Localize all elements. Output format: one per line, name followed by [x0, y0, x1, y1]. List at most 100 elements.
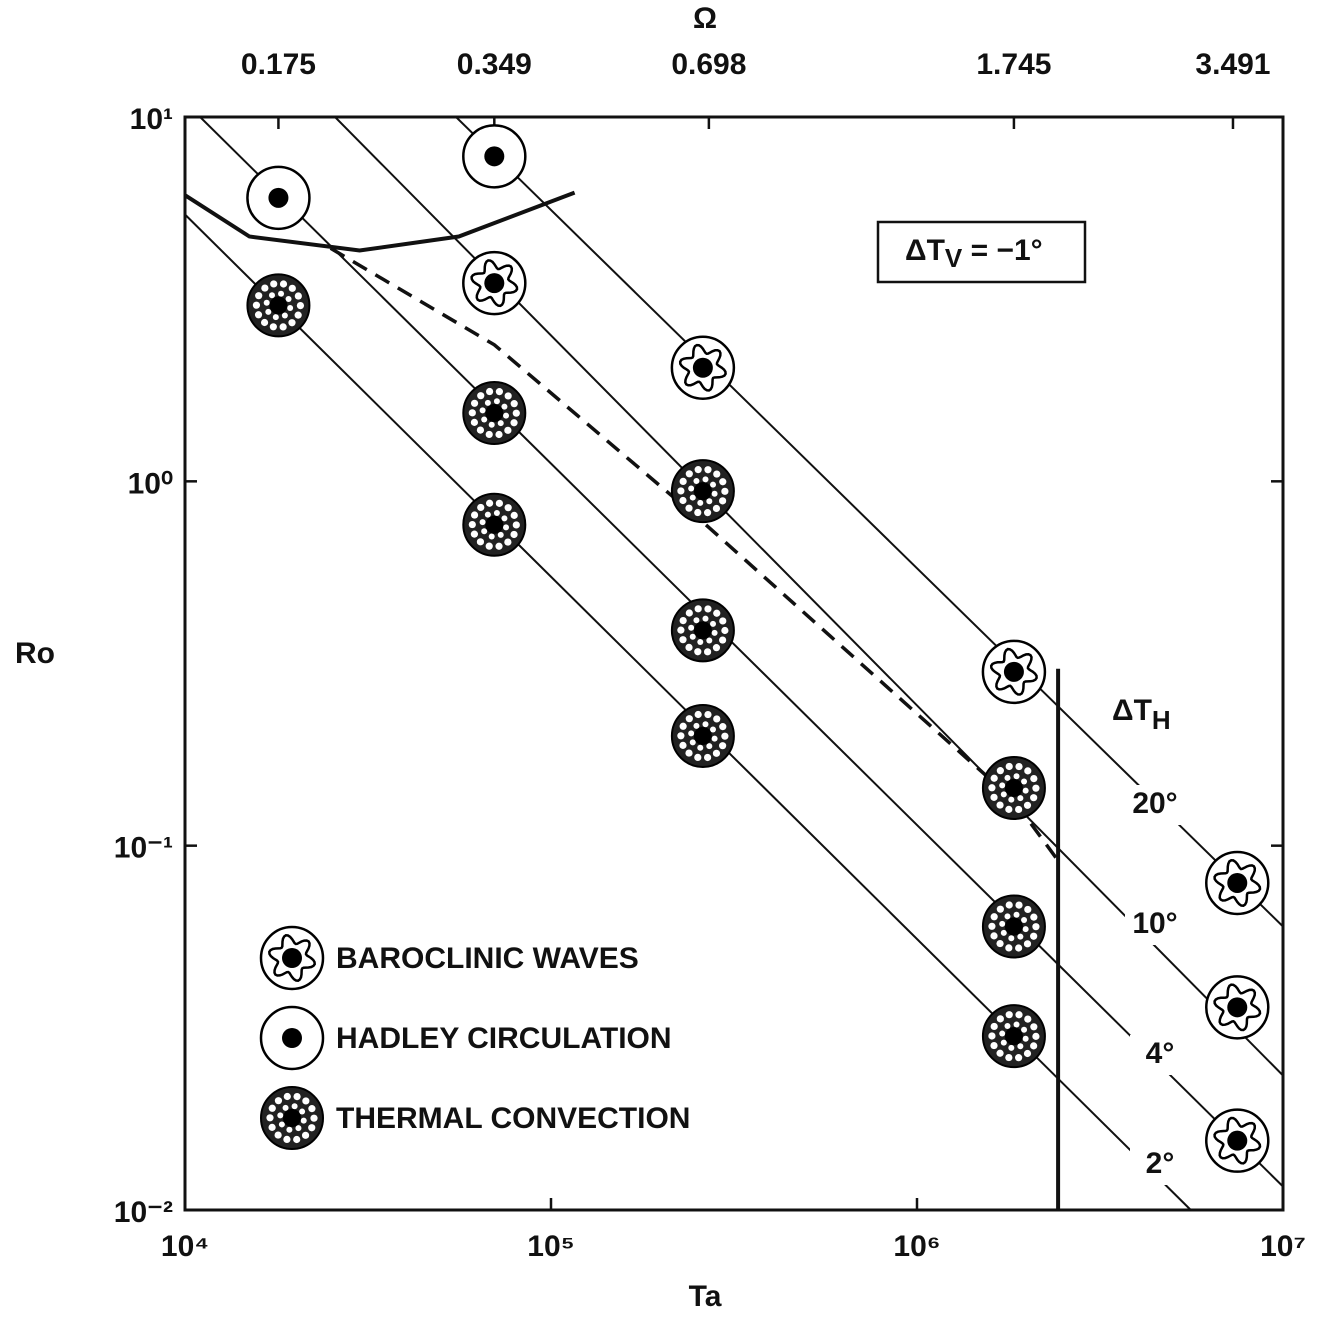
speckle — [1030, 914, 1037, 921]
speckle — [677, 627, 684, 634]
speckle — [501, 404, 507, 410]
speckle — [702, 721, 708, 727]
speckle — [503, 524, 509, 530]
speckle — [302, 1097, 309, 1104]
marker-dot — [282, 1028, 302, 1048]
marker — [463, 382, 525, 444]
speckle — [685, 749, 692, 756]
speckle — [264, 300, 270, 306]
reference-line-label: 4° — [1146, 1037, 1175, 1070]
marker-dot — [693, 358, 713, 378]
speckle — [287, 305, 293, 311]
y-tick-label: 10⁻¹ — [114, 832, 173, 865]
speckle — [702, 616, 708, 622]
legend-label: THERMAL CONVECTION — [336, 1102, 690, 1135]
speckle — [477, 504, 484, 511]
marker — [983, 641, 1045, 703]
speckle — [469, 521, 476, 528]
speckle — [704, 648, 711, 655]
speckle — [495, 431, 502, 438]
reference-lines-title: ΔTH — [1112, 694, 1171, 735]
speckle — [710, 727, 716, 733]
legend-label: BAROCLINIC WAVES — [336, 942, 639, 975]
marker — [463, 252, 525, 314]
speckle — [503, 413, 509, 419]
speckle — [713, 715, 720, 722]
speckle — [721, 488, 728, 495]
speckle — [301, 1118, 307, 1124]
marker-dot — [1227, 1131, 1247, 1151]
speckle — [712, 630, 718, 636]
speckle — [704, 605, 711, 612]
speckle — [693, 723, 699, 729]
speckle — [695, 466, 702, 473]
marker-dot — [1005, 1027, 1023, 1045]
speckle — [686, 609, 693, 616]
speckle — [990, 1042, 997, 1049]
speckle — [712, 491, 718, 497]
speckle — [991, 775, 998, 782]
speckle — [1015, 1011, 1022, 1018]
speckle — [999, 782, 1005, 788]
speckle — [295, 1125, 301, 1131]
speckle — [471, 400, 478, 407]
marker-dot — [1005, 917, 1023, 935]
speckle — [719, 497, 726, 504]
speckle — [1014, 773, 1020, 779]
speckle — [280, 323, 287, 330]
speckle — [295, 312, 302, 319]
speckle — [1008, 935, 1014, 941]
speckle — [1004, 775, 1010, 781]
marker — [983, 895, 1045, 957]
speckle — [685, 644, 692, 651]
speckle — [269, 1105, 276, 1112]
speckle — [1032, 785, 1039, 792]
boundary-curve — [185, 193, 575, 251]
speckle — [721, 627, 728, 634]
speckle — [293, 1136, 300, 1143]
speckle — [1004, 1023, 1010, 1029]
title-main: ΔT — [1112, 694, 1152, 727]
speckle — [999, 921, 1005, 927]
speckle — [690, 739, 696, 745]
speckle — [471, 531, 478, 538]
title-sub: H — [1152, 705, 1171, 735]
marker — [463, 125, 525, 187]
speckle — [282, 313, 288, 319]
speckle — [1024, 1015, 1031, 1022]
y-tick-label: 10⁻² — [114, 1196, 173, 1229]
marker-dot — [485, 516, 503, 534]
speckle — [686, 715, 693, 722]
speckle — [1004, 913, 1010, 919]
marker-dot — [1004, 662, 1024, 682]
speckle — [1021, 779, 1027, 785]
annotation-sub: V — [945, 243, 963, 273]
speckle — [270, 323, 277, 330]
speckle — [489, 533, 495, 539]
speckle — [1017, 1043, 1023, 1049]
speckle — [1015, 1054, 1022, 1061]
speckle — [498, 420, 504, 426]
speckle — [486, 388, 493, 395]
speckle — [1030, 1042, 1037, 1049]
speckle — [310, 1115, 317, 1122]
marker-dot — [1005, 779, 1023, 797]
marker — [463, 494, 525, 556]
speckle — [275, 1097, 282, 1104]
marker-dot — [283, 1109, 301, 1127]
speckle — [496, 500, 503, 507]
speckle — [706, 498, 712, 504]
speckle — [1023, 788, 1029, 794]
speckle — [679, 497, 686, 504]
marker-dot — [484, 273, 504, 293]
marker — [1206, 976, 1268, 1038]
speckle — [706, 637, 712, 643]
speckle — [1015, 944, 1022, 951]
speckle — [471, 511, 478, 518]
marker — [1206, 852, 1268, 914]
speckle — [1015, 901, 1022, 908]
speckle — [489, 422, 495, 428]
speckle — [706, 743, 712, 749]
speckle — [480, 407, 486, 413]
speckle — [686, 470, 693, 477]
